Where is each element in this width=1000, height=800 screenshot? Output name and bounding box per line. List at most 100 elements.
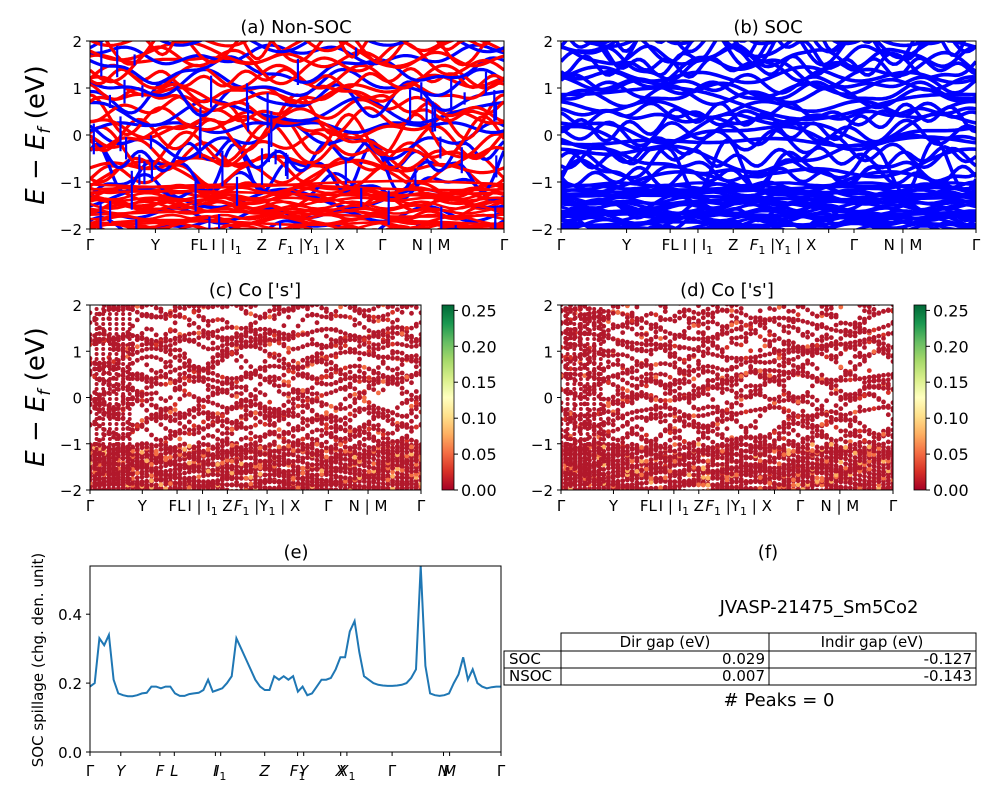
projection-dot: [404, 433, 410, 439]
projection-dot: [309, 391, 315, 397]
projection-dot: [201, 344, 206, 350]
projection-dot: [272, 414, 277, 419]
projection-dot: [305, 287, 310, 292]
projection-dot: [347, 333, 353, 339]
projection-dot: [385, 473, 391, 478]
projection-dot: [92, 291, 97, 296]
projection-dot: [404, 461, 410, 467]
projection-dot: [253, 422, 258, 428]
projection-dot: [111, 296, 116, 301]
projection-dot: [267, 454, 273, 459]
projection-dot: [149, 391, 154, 396]
projection-dot: [210, 462, 216, 468]
projection-dot: [196, 458, 202, 464]
projection-dot: [357, 307, 362, 312]
projection-dot: [366, 352, 372, 358]
projection-dot: [182, 315, 188, 320]
projection-dot: [235, 489, 238, 490]
projection-dot: [366, 400, 372, 405]
projection-dot: [352, 488, 357, 490]
projection-dot: [357, 406, 362, 411]
projection-dot: [121, 467, 126, 471]
projection-dot: [229, 442, 235, 448]
projection-dot: [357, 374, 362, 380]
projection-dot: [248, 344, 254, 349]
projection-dot: [130, 490, 135, 495]
projection-dot: [234, 334, 240, 340]
projection-dot: [413, 458, 419, 464]
projection-dot: [114, 402, 119, 406]
projection-dot: [149, 478, 154, 484]
projection-dot: [380, 354, 386, 360]
projection-dot: [342, 376, 348, 382]
projection-dot: [390, 297, 395, 302]
projection-dot: [262, 451, 268, 457]
projection-dot: [139, 342, 145, 348]
projection-dot: [616, 490, 621, 495]
projection-dot: [300, 392, 306, 398]
projection-dot: [399, 442, 405, 447]
projection-dot: [309, 337, 315, 342]
projection-dot: [267, 422, 273, 428]
projection-dot: [272, 355, 277, 360]
projection-dot: [324, 381, 329, 387]
projection-dot: [168, 458, 173, 464]
projection-dot: [210, 305, 216, 310]
projection-dot: [90, 396, 93, 402]
projection-dot: [290, 410, 296, 416]
projection-dot: [333, 418, 339, 424]
projection-dot: [361, 342, 367, 347]
projection-dot: [777, 498, 782, 503]
colorbar-tick-label: 0.00: [461, 481, 497, 500]
projection-dot: [597, 491, 602, 496]
projection-dot: [229, 451, 235, 456]
projection-dot: [380, 450, 386, 456]
projection-dot: [404, 294, 409, 299]
projection-dot: [324, 344, 329, 350]
projection-dot: [201, 293, 206, 298]
projection-dot: [390, 291, 395, 296]
band-line: [582, 41, 945, 46]
projection-dot: [163, 344, 169, 349]
projection-dot: [134, 442, 140, 447]
band-line: [90, 163, 504, 189]
projection-dot: [385, 343, 391, 349]
projection-dot: [191, 423, 197, 429]
projection-dot: [177, 479, 183, 485]
projection-dot: [338, 436, 343, 442]
projection-dot: [125, 296, 130, 301]
projection-dot: [399, 437, 405, 443]
projection-dot: [357, 467, 362, 473]
projection-dot: [234, 421, 240, 426]
projection-dot: [220, 423, 225, 429]
projection-dot: [315, 291, 320, 296]
projection-dot: [196, 308, 202, 314]
projection-dot: [127, 362, 132, 366]
projection-dot: [366, 385, 372, 391]
projection-dot: [168, 380, 173, 386]
projection-dot: [90, 422, 93, 428]
projection-dot: [205, 483, 211, 489]
projection-dot: [786, 491, 791, 496]
projection-dot: [121, 427, 126, 431]
projection-dot: [319, 393, 325, 398]
projection-dot: [324, 422, 329, 428]
projection-dot: [276, 486, 282, 490]
projection-dot: [409, 500, 414, 505]
projection-dot: [201, 317, 206, 323]
projection-dot: [395, 458, 400, 464]
projection-dot: [168, 294, 173, 299]
projection-dot: [121, 352, 126, 356]
projection-dot: [94, 397, 99, 401]
projection-dot: [101, 322, 106, 326]
projection-dot: [333, 426, 339, 431]
projection-dot: [314, 351, 320, 357]
projection-dot: [295, 427, 301, 433]
projection-dot: [300, 403, 306, 409]
projection-dot: [149, 491, 154, 496]
projection-dot: [810, 501, 815, 506]
projection-dot: [380, 345, 386, 350]
projection-dot: [205, 366, 211, 371]
projection-dot: [107, 499, 112, 504]
projection-dot: [163, 293, 168, 298]
